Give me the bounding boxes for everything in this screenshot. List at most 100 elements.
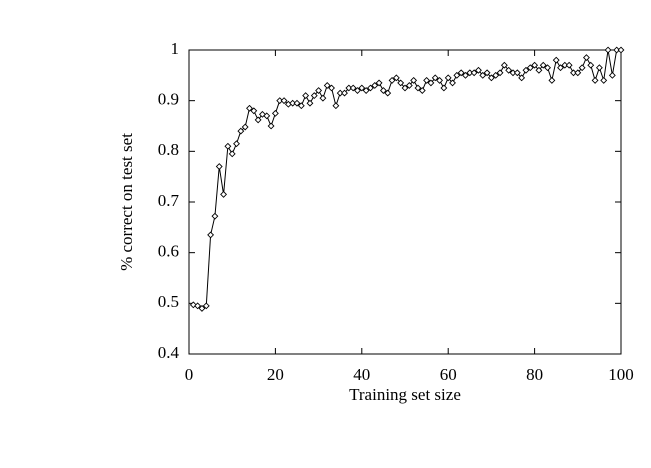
data-point xyxy=(310,92,318,100)
data-point xyxy=(379,87,387,94)
data-point xyxy=(358,84,366,92)
data-point xyxy=(600,76,608,84)
data-point xyxy=(513,69,521,77)
x-tick-label: 40 xyxy=(353,365,370,384)
data-point xyxy=(293,99,301,107)
data-point xyxy=(604,46,612,54)
data-point xyxy=(544,64,551,72)
data-point xyxy=(220,190,227,198)
x-tick-label: 60 xyxy=(440,365,457,384)
data-point xyxy=(479,71,487,79)
data-point xyxy=(263,112,271,120)
data-point xyxy=(354,87,361,94)
data-point xyxy=(526,64,534,72)
data-point xyxy=(449,79,456,87)
data-point xyxy=(297,102,305,110)
plot-frame xyxy=(188,49,622,355)
data-point xyxy=(535,66,543,74)
data-point xyxy=(487,74,495,82)
data-point xyxy=(397,79,405,87)
data-point xyxy=(453,71,461,79)
data-point xyxy=(341,89,348,97)
data-point xyxy=(328,84,335,92)
data-point xyxy=(349,84,357,92)
data-point xyxy=(462,71,469,79)
data-point xyxy=(207,231,215,239)
data-point xyxy=(427,79,435,87)
data-point xyxy=(228,150,236,158)
x-axis-label: Training set size xyxy=(349,385,461,404)
y-tick-label: 0.5 xyxy=(158,292,179,311)
data-point xyxy=(367,84,374,92)
data-point xyxy=(583,54,590,62)
data-point xyxy=(587,61,595,69)
data-point xyxy=(246,104,253,112)
data-point xyxy=(202,302,210,310)
y-axis-label: % correct on test set xyxy=(117,133,136,271)
data-point xyxy=(302,92,310,100)
data-point xyxy=(211,212,219,220)
y-tick-label: 0.9 xyxy=(158,90,179,109)
data-point xyxy=(591,76,599,84)
data-point xyxy=(259,110,266,118)
data-point xyxy=(552,56,560,64)
data-point xyxy=(505,66,513,74)
data-point xyxy=(198,304,206,312)
x-tick-label: 100 xyxy=(608,365,634,384)
data-point xyxy=(233,140,240,148)
data-point xyxy=(444,74,452,82)
data-point xyxy=(440,84,448,92)
data-point xyxy=(548,76,556,84)
y-tick-label: 0.4 xyxy=(158,343,180,362)
data-point xyxy=(431,74,439,82)
data-point xyxy=(306,99,314,107)
y-tick-label: 1 xyxy=(171,39,180,58)
data-point xyxy=(557,64,564,72)
data-point xyxy=(315,87,323,94)
data-point xyxy=(595,64,603,72)
data-point xyxy=(470,69,478,77)
data-point xyxy=(375,79,383,87)
data-point xyxy=(362,87,370,94)
data-point xyxy=(401,84,409,92)
data-point xyxy=(241,123,249,131)
data-point xyxy=(224,142,232,150)
y-tick-label: 0.8 xyxy=(158,140,179,159)
data-point xyxy=(405,82,413,89)
data-point xyxy=(578,64,586,72)
data-point xyxy=(539,61,547,69)
x-tick-label: 0 xyxy=(185,365,194,384)
data-point xyxy=(280,97,288,105)
data-point xyxy=(574,69,582,77)
data-point xyxy=(496,69,504,77)
data-point xyxy=(483,69,491,77)
data-point xyxy=(254,116,262,124)
x-tick-label: 80 xyxy=(526,365,543,384)
data-point xyxy=(608,71,616,79)
data-point xyxy=(500,61,508,69)
data-point xyxy=(475,66,482,74)
data-point xyxy=(410,76,418,84)
x-tick-label: 20 xyxy=(267,365,284,384)
data-point xyxy=(384,89,392,97)
data-point xyxy=(617,46,625,54)
data-point xyxy=(194,302,202,310)
data-point xyxy=(371,82,379,89)
data-point xyxy=(323,82,331,89)
data-point xyxy=(319,94,327,102)
data-point xyxy=(418,87,426,94)
data-point xyxy=(250,107,258,115)
data-point xyxy=(388,76,396,84)
data-point xyxy=(237,127,245,135)
data-point xyxy=(215,163,223,170)
data-point xyxy=(522,66,530,74)
data-point xyxy=(436,76,443,84)
data-point xyxy=(423,76,431,84)
data-point xyxy=(271,109,279,117)
data-point xyxy=(267,122,275,130)
data-point xyxy=(492,71,500,79)
data-point xyxy=(414,84,422,92)
y-tick-label: 0.7 xyxy=(158,191,180,210)
y-tick-label: 0.6 xyxy=(158,242,179,261)
